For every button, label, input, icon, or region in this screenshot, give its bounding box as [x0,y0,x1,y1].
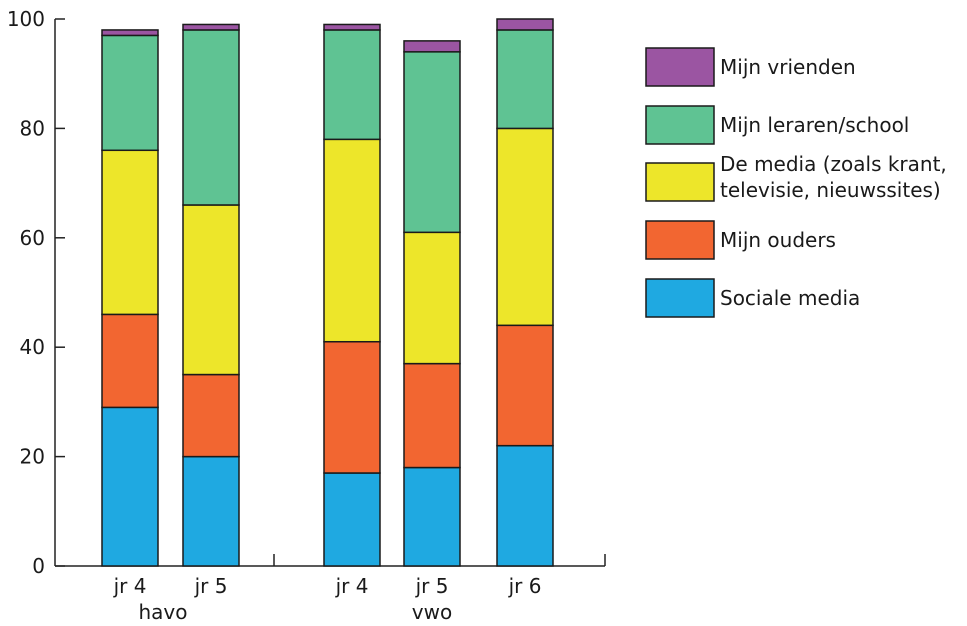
legend-swatch [645,220,715,260]
bars [101,18,554,567]
legend-label: Mijn leraren/school [720,113,909,137]
x-category-label: jr 5 [415,574,449,598]
legend-swatch [645,278,715,318]
x-category-label: jr 6 [508,574,542,598]
y-tick-label: 0 [32,554,45,578]
legend-label: televisie, nieuwssites) [720,178,941,202]
x-category-label: jr 5 [194,574,228,598]
bar-segment [182,23,240,31]
bar-segment [182,29,240,206]
bar-segment [323,23,381,31]
bar-segment [323,340,381,474]
bar-segment [496,444,554,567]
bar-segment [496,29,554,130]
legend-label: Mijn vrienden [720,55,856,79]
bar-segment [496,18,554,31]
group-label: vwo [412,600,452,624]
bar-segment [323,472,381,567]
y-tick-label: 20 [20,445,45,469]
bar-segment [403,362,461,469]
axis-labels: 0 20 40 60 80 100 jr 4 jr 5 jr 4 jr 5 jr 6 havo vwo [7,7,542,624]
y-tick-label: 80 [20,116,45,140]
legend-swatch [645,105,715,145]
bar-segment [403,40,461,53]
bar-segment [403,466,461,567]
legend-swatch [645,162,715,202]
y-tick-label: 60 [20,226,45,250]
x-category-label: jr 4 [113,574,147,598]
legend-label: Sociale media [720,286,860,310]
bar-segment [101,149,159,316]
bar-segment [101,29,159,37]
legend: Mijn vrienden Mijn leraren/school De media… [645,47,947,318]
legend-swatch [645,47,715,87]
bar-segment [496,324,554,447]
bar-segment [496,127,554,327]
bar-segment [182,455,240,567]
y-tick-label: 100 [7,7,45,31]
bar-segment [101,34,159,152]
bar-segment [323,29,381,141]
bar-segment [182,373,240,458]
bar-segment [101,406,159,567]
bar-segment [101,313,159,409]
bar-segment [403,231,461,365]
bar-segment [403,51,461,234]
bar-segment [182,204,240,376]
group-label: havo [138,600,187,624]
legend-label: Mijn ouders [720,228,836,252]
x-category-label: jr 4 [335,574,369,598]
bar-segment [323,138,381,343]
y-tick-label: 40 [20,335,45,359]
legend-label: De media (zoals krant, [720,152,947,176]
